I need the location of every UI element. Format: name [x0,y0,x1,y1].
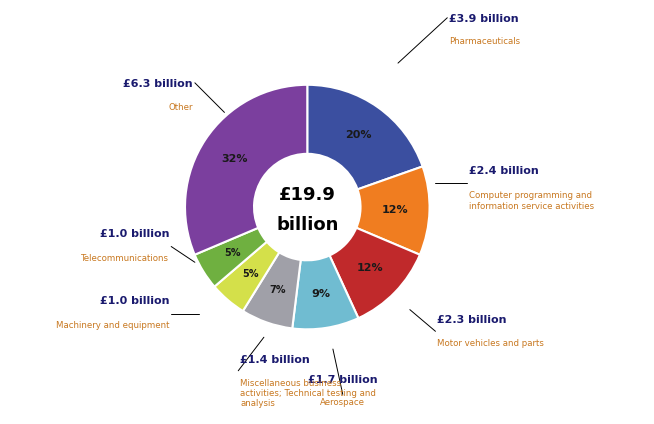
Text: 7%: 7% [270,285,286,295]
Text: £2.4 billion: £2.4 billion [469,165,539,176]
Text: billion: billion [276,216,339,234]
Text: Miscellaneous business
activities; Technical testing and
analysis: Miscellaneous business activities; Techn… [240,379,376,408]
Text: Aerospace: Aerospace [320,399,366,407]
Wedge shape [243,252,301,329]
Text: Pharmaceuticals: Pharmaceuticals [449,37,521,47]
Text: Other: Other [168,103,193,112]
Text: £1.7 billion: £1.7 billion [308,374,377,385]
Text: 9%: 9% [311,289,330,299]
Text: £1.0 billion: £1.0 billion [99,229,169,239]
Wedge shape [307,85,422,190]
Wedge shape [195,228,267,287]
Text: 32%: 32% [221,153,247,164]
Text: Telecommunications: Telecommunications [81,254,169,263]
Text: 5%: 5% [242,269,258,279]
Wedge shape [215,242,279,311]
Text: 5%: 5% [224,248,241,258]
Text: £19.9: £19.9 [279,186,336,204]
Wedge shape [356,167,430,255]
Text: 12%: 12% [382,205,408,215]
Text: £2.3 billion: £2.3 billion [438,315,507,325]
Text: Motor vehicles and parts: Motor vehicles and parts [438,339,544,348]
Text: 20%: 20% [345,131,371,140]
Wedge shape [185,85,307,255]
Wedge shape [330,228,420,318]
Text: £3.9 billion: £3.9 billion [449,14,519,24]
Text: £6.3 billion: £6.3 billion [123,79,193,89]
Text: £1.4 billion: £1.4 billion [240,355,310,365]
Text: Computer programming and
information service activities: Computer programming and information ser… [469,191,594,211]
Text: Machinery and equipment: Machinery and equipment [56,321,169,330]
Wedge shape [292,255,358,329]
Text: £1.0 billion: £1.0 billion [99,296,169,306]
Text: 12%: 12% [357,263,384,273]
